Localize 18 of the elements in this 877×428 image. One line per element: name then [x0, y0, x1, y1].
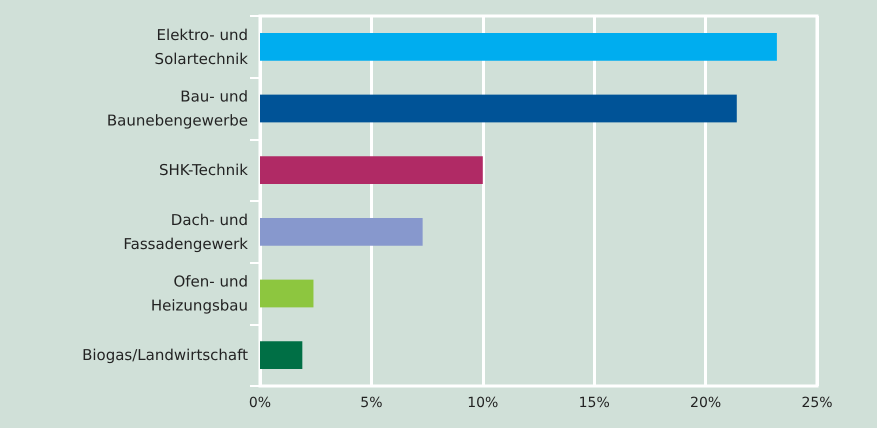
y-tick-label: Biogas/Landwirtschaft: [82, 346, 248, 364]
x-tick-label: 20%: [690, 395, 722, 411]
bar: [260, 341, 302, 370]
y-tick-label: Bau- und Baunebengewerbe: [106, 88, 248, 130]
bar: [260, 280, 314, 308]
y-tick-label: SHK-Technik: [158, 161, 248, 180]
bar: [260, 32, 777, 61]
y-tick-label: Elektro- und Solartechnik: [154, 26, 248, 68]
y-tick-label: Dach- und Fassadengewerk: [123, 210, 248, 253]
x-tick-label: 0%: [248, 395, 272, 411]
x-tick-label: 5%: [360, 395, 383, 411]
x-tick-label: 15%: [578, 395, 610, 411]
bar: [260, 94, 737, 122]
x-tick-label: 25%: [801, 395, 833, 411]
bar: [260, 218, 423, 246]
bar: [260, 156, 483, 184]
x-tick-label: 10%: [467, 395, 498, 411]
y-tick-label: Ofen- und Heizungsbau: [150, 272, 248, 314]
